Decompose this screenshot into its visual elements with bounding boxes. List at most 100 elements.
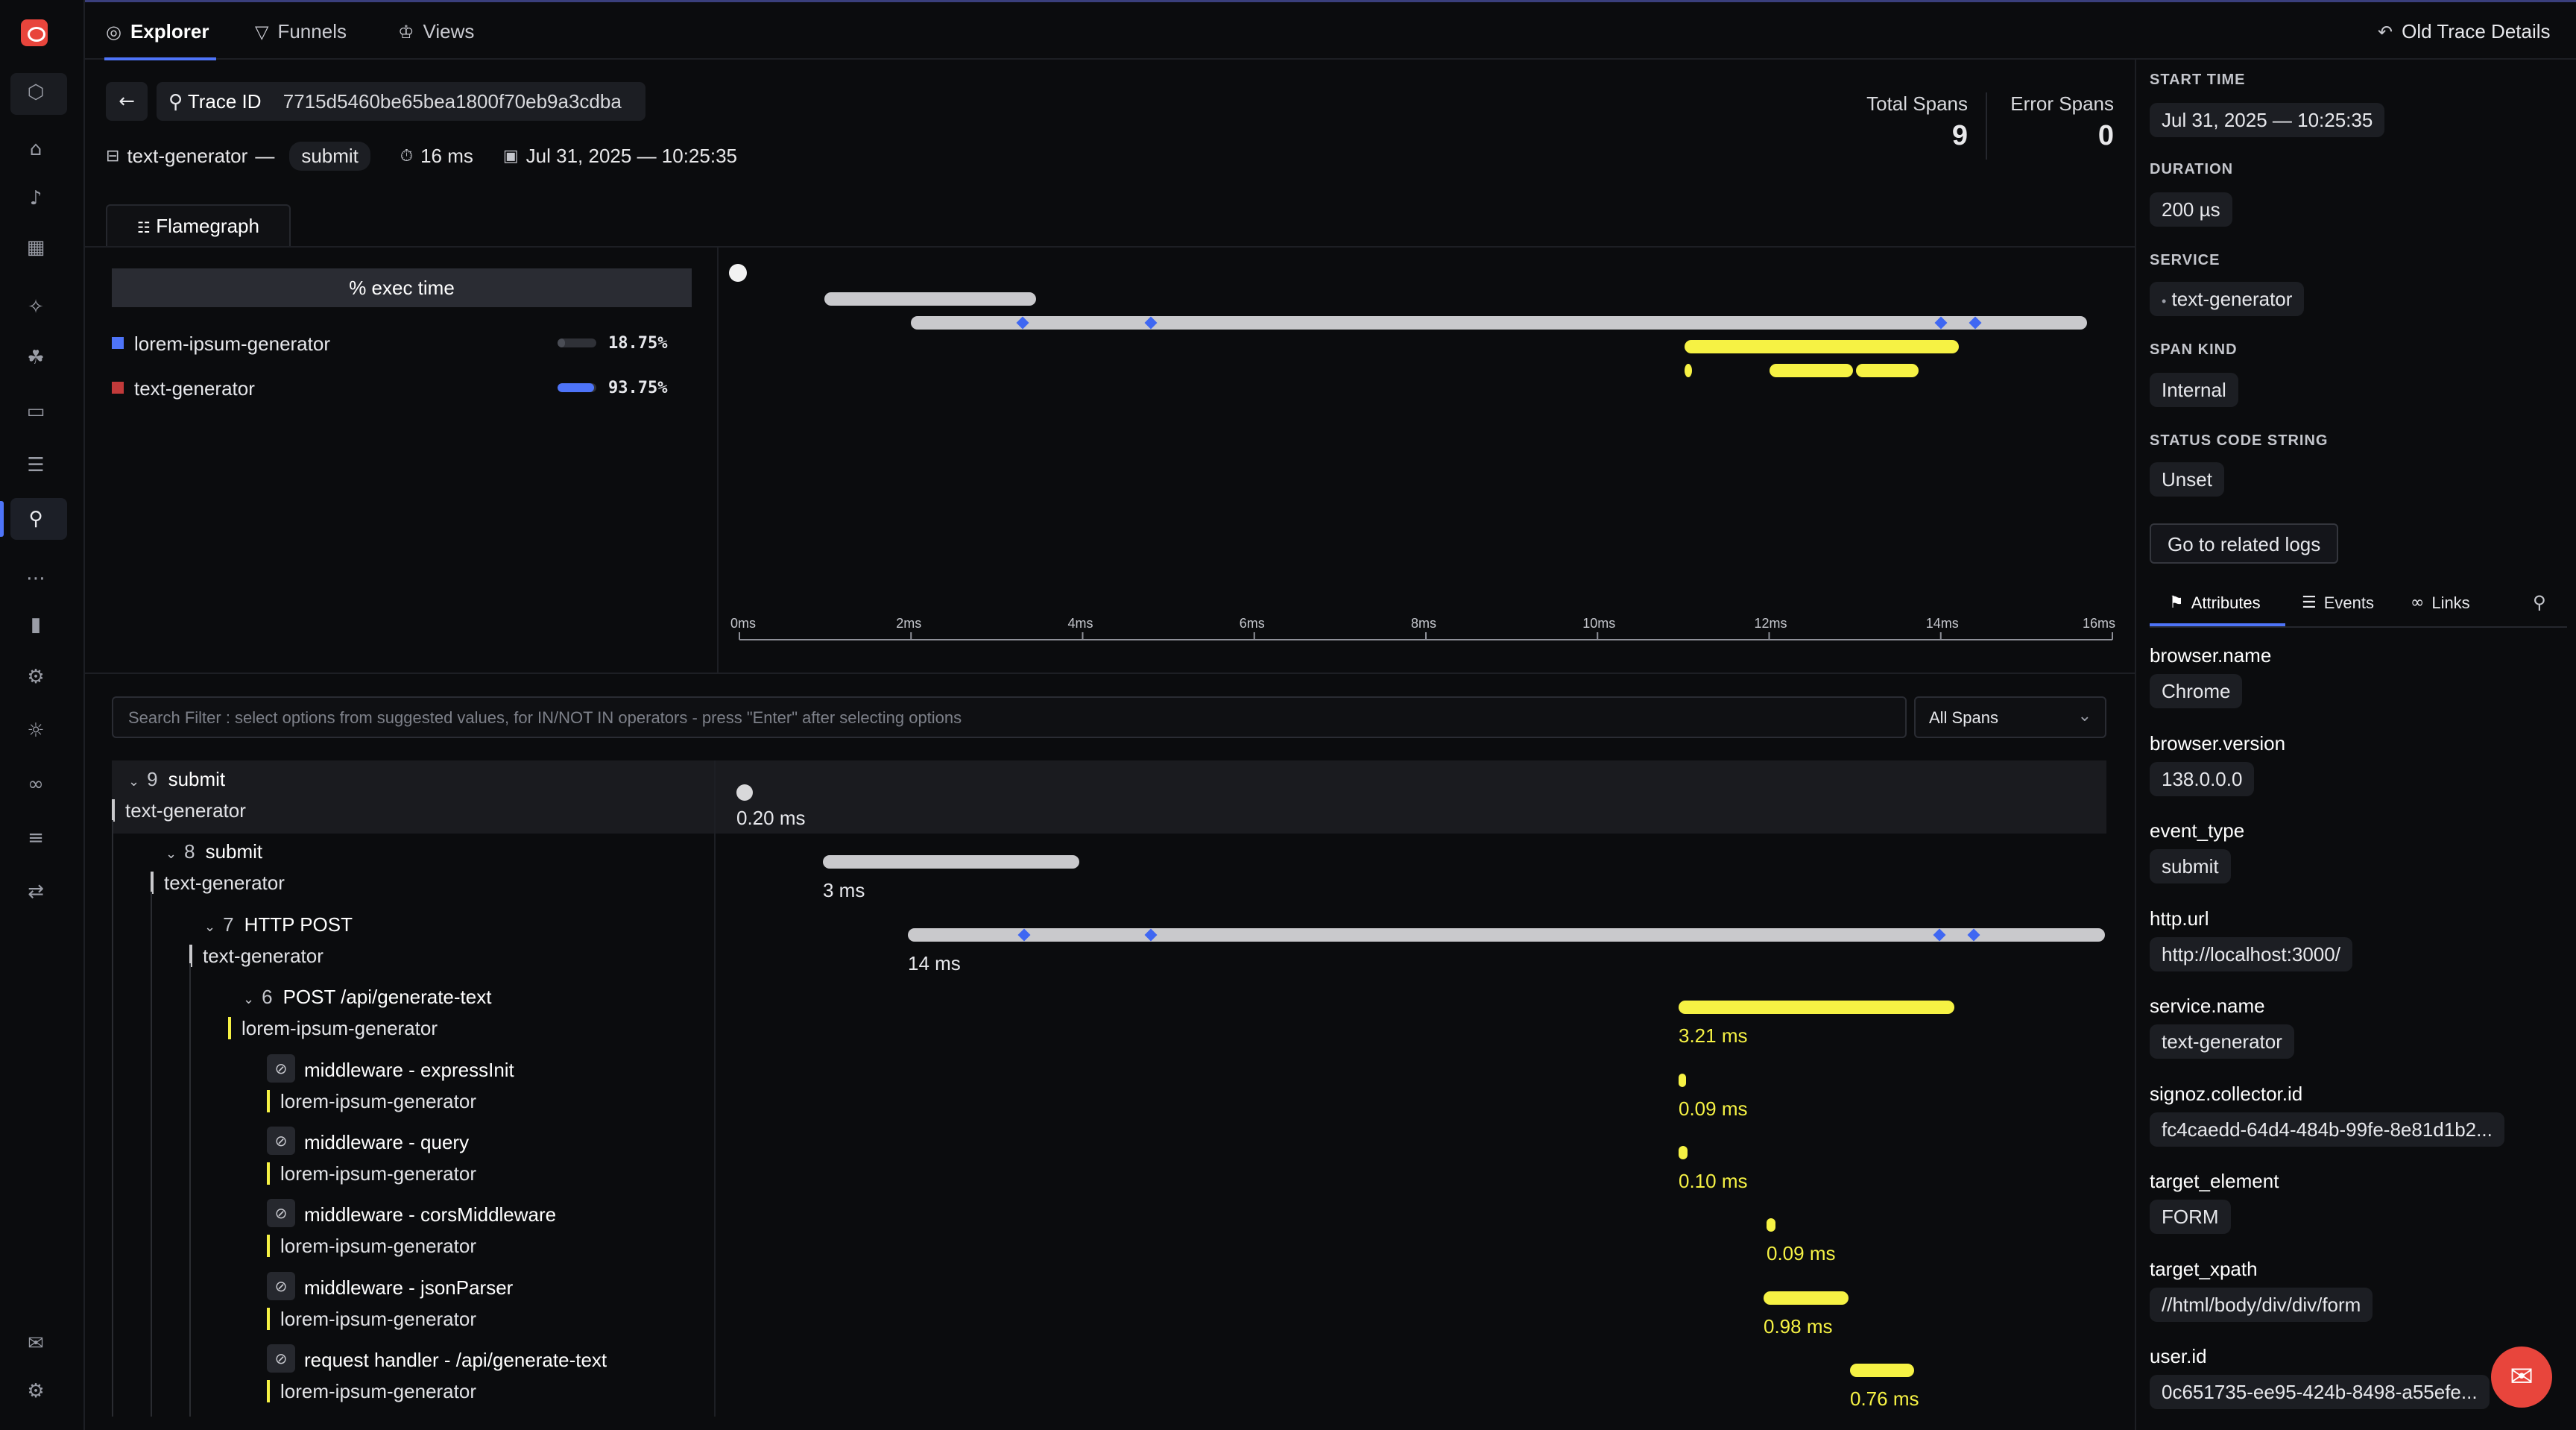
go-to-related-logs-button[interactable]: Go to related logs (2150, 523, 2339, 564)
span-row[interactable]: ⌄ 6 POST /api/generate-text (243, 986, 491, 1009)
chat-support-button[interactable]: ✉ (2491, 1346, 2552, 1408)
events-icon: ☰ (2302, 593, 2317, 612)
binoculars-icon[interactable]: ∞ (28, 773, 44, 796)
service-label: SERVICE (2150, 252, 2220, 268)
timer-icon: ⏱ (400, 147, 414, 166)
tab-links-label: Links (2431, 593, 2470, 612)
chevron-down-icon[interactable]: ⌄ (165, 846, 177, 863)
traces-icon[interactable]: ⚲ (28, 508, 43, 530)
attribute-value[interactable]: fc4caedd-64d4-484b-99fe-8e81d1b2... (2150, 1112, 2504, 1147)
tab-funnels[interactable]: ▽ Funnels (255, 20, 347, 43)
dashboards-icon[interactable]: ▦ (26, 236, 45, 259)
pipelines-icon[interactable]: ⚙ (27, 666, 45, 688)
tab-links[interactable]: ∞ Links (2411, 593, 2470, 613)
start-time-value: Jul 31, 2025 — 10:25:35 (2150, 103, 2385, 137)
flame-span-dot[interactable] (729, 264, 747, 282)
back-button[interactable]: ← (106, 82, 148, 121)
attribute-value[interactable]: Chrome (2150, 674, 2243, 708)
attribute-value[interactable]: text-generator (2150, 1024, 2294, 1059)
trace-date: Jul 31, 2025 — 10:25:35 (525, 145, 737, 167)
span-row[interactable]: middleware - corsMiddleware (304, 1203, 556, 1226)
span-row[interactable]: middleware - expressInit (304, 1059, 514, 1082)
span-timeline-bar[interactable] (1679, 1001, 1954, 1015)
attribute-value[interactable]: FORM (2150, 1200, 2231, 1234)
tab-flamegraph-label: Flamegraph (156, 215, 259, 237)
span-row[interactable]: ⌄ 9 submit (128, 768, 225, 791)
logs-icon[interactable]: ☰ (27, 454, 45, 476)
attribute-key: browser.name (2150, 644, 2272, 667)
tab-explorer[interactable]: ◎ Explorer (106, 20, 209, 43)
search-icon[interactable]: ⚲ (2533, 592, 2546, 613)
span-row[interactable]: middleware - jsonParser (304, 1276, 513, 1300)
span-service: text-generator (203, 944, 323, 967)
trace-id-label: Trace ID (187, 90, 262, 113)
span-service: lorem-ipsum-generator (280, 1307, 476, 1330)
attribute-value[interactable]: 138.0.0.0 (2150, 761, 2255, 796)
service-color-bar (228, 1017, 231, 1040)
integrations-icon[interactable]: ⇄ (28, 881, 44, 903)
tab-flamegraph[interactable]: ☷ Flamegraph (106, 204, 291, 246)
span-timeline-bar[interactable] (1767, 1218, 1775, 1232)
tree-guide-line (189, 963, 191, 1417)
span-timeline-bar[interactable] (1679, 1146, 1688, 1159)
span-duration: 3.21 ms (1679, 1024, 1748, 1048)
tab-events[interactable]: ☰ Events (2302, 593, 2374, 613)
span-row[interactable]: ⌄ 8 submit (165, 840, 262, 863)
services-icon[interactable]: ☘ (27, 347, 45, 369)
span-timeline-dot[interactable] (736, 784, 753, 801)
span-timeline-bar[interactable] (1764, 1291, 1849, 1305)
flame-span-bar[interactable] (1685, 364, 1692, 377)
sparkle-icon[interactable]: ✧ (28, 296, 44, 318)
flamegraph-chart[interactable]: 0ms 2ms 4ms 6ms 8ms 10ms 12ms 14ms 16ms (719, 253, 2120, 649)
search-filter-input[interactable]: Search Filter : select options from sugg… (112, 696, 1907, 738)
span-duration: 0.76 ms (1850, 1388, 1919, 1411)
cube-icon[interactable]: ⬡ (27, 81, 45, 104)
span-row[interactable]: request handler - /api/generate-text (304, 1349, 607, 1372)
metrics-icon[interactable]: ▮ (30, 614, 42, 636)
axis-tick-label: 2ms (896, 616, 921, 631)
feedback-icon[interactable]: ✉ (28, 1332, 44, 1355)
chevron-down-icon[interactable]: ⌄ (128, 774, 140, 790)
chevron-down-icon[interactable]: ⌄ (204, 919, 216, 935)
tab-attributes[interactable]: ⚑ Attributes (2169, 593, 2261, 613)
more-icon[interactable]: ⋯ (26, 567, 45, 590)
flame-span-bar[interactable] (1856, 364, 1919, 377)
service-value-text: text-generator (2171, 288, 2293, 310)
tab-views[interactable]: ♔ Views (398, 20, 474, 43)
span-row[interactable]: ⌄ 7 HTTP POST (204, 913, 353, 936)
flame-span-bar[interactable] (911, 316, 2087, 330)
messaging-icon[interactable]: ≡ (28, 827, 44, 849)
span-timeline-bar[interactable] (908, 927, 2105, 942)
details-tab-indicator (2150, 623, 2285, 626)
span-timeline-bar[interactable] (1679, 1073, 1686, 1087)
span-name: submit (168, 768, 226, 790)
span-name: middleware - jsonParser (304, 1276, 514, 1299)
settings-icon[interactable]: ⚙ (27, 1380, 45, 1402)
flame-span-bar[interactable] (824, 292, 1036, 306)
exec-time-bar (558, 338, 596, 347)
old-trace-details-link[interactable]: ↶ Old Trace Details (2378, 20, 2551, 43)
chevron-down-icon[interactable]: ⌄ (243, 992, 255, 1008)
alerts-icon[interactable]: ♪ (29, 187, 42, 210)
span-name: request handler - /api/generate-text (304, 1349, 607, 1372)
trace-meta-row: ⊟ text-generator — submit ⏱ 16 ms ▣ Jul … (106, 142, 737, 171)
span-row[interactable]: middleware - query (304, 1131, 469, 1154)
trace-id-value[interactable]: 7715d5460be65bea1800f70eb9a3cdba (282, 90, 622, 113)
trace-id-chip: ⚲ Trace ID 7715d5460be65bea1800f70eb9a3c… (157, 82, 645, 121)
inbox-icon[interactable]: ▭ (26, 400, 45, 423)
span-tree-divider (714, 760, 716, 1417)
signoz-logo[interactable] (21, 19, 48, 46)
attribute-value[interactable]: //html/body/div/div/form (2150, 1287, 2373, 1322)
span-timeline-bar[interactable] (1850, 1364, 1914, 1378)
span-timeline-bar[interactable] (823, 855, 1079, 869)
spans-select[interactable]: All Spans ⌄ (1914, 696, 2106, 738)
service-color-bar (267, 1089, 270, 1112)
attribute-value[interactable]: 0c651735-ee95-424b-8498-a55efe... (2150, 1375, 2490, 1409)
home-icon[interactable]: ⌂ (29, 138, 42, 160)
attribute-value[interactable]: http://localhost:3000/ (2150, 936, 2352, 971)
exceptions-icon[interactable]: ☼ (27, 719, 45, 742)
attribute-value[interactable]: submit (2150, 849, 2231, 883)
span-service: lorem-ipsum-generator (280, 1235, 476, 1258)
flame-span-bar[interactable] (1685, 340, 1959, 353)
flame-span-bar[interactable] (1770, 364, 1853, 377)
